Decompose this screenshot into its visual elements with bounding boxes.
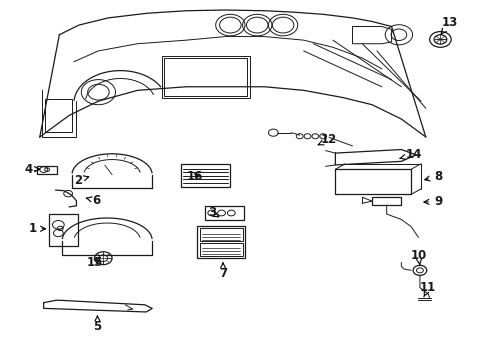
Text: 4: 4	[25, 163, 40, 176]
Bar	[162, 56, 250, 98]
Text: 10: 10	[410, 249, 427, 265]
Bar	[37, 166, 57, 174]
Bar	[372, 197, 401, 205]
Bar	[181, 164, 230, 187]
Bar	[199, 243, 243, 256]
Bar	[45, 99, 72, 132]
Text: 7: 7	[219, 263, 227, 280]
Text: 8: 8	[425, 170, 442, 183]
Text: 2: 2	[74, 174, 89, 186]
Text: 15: 15	[86, 256, 103, 269]
Text: 1: 1	[28, 222, 46, 235]
Text: 5: 5	[93, 316, 101, 333]
Text: 12: 12	[318, 133, 337, 146]
Bar	[49, 214, 78, 246]
Text: 13: 13	[441, 17, 458, 35]
Text: 6: 6	[86, 194, 100, 207]
Bar	[197, 226, 245, 258]
Text: 9: 9	[424, 195, 442, 208]
Bar	[164, 58, 247, 96]
Text: 3: 3	[208, 207, 219, 220]
Bar	[199, 228, 243, 240]
Text: 11: 11	[420, 281, 437, 297]
Text: 14: 14	[400, 148, 422, 161]
Bar	[205, 206, 244, 220]
Text: 16: 16	[187, 170, 203, 183]
